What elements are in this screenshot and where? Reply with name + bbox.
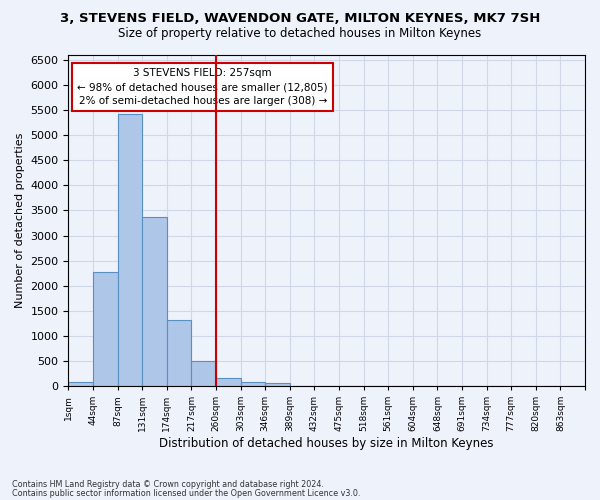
Bar	[118, 114, 142, 386]
Y-axis label: Number of detached properties: Number of detached properties	[15, 133, 25, 308]
Bar	[93, 272, 118, 386]
Text: Contains public sector information licensed under the Open Government Licence v3: Contains public sector information licen…	[12, 489, 361, 498]
Bar	[68, 382, 93, 386]
Text: Contains HM Land Registry data © Crown copyright and database right 2024.: Contains HM Land Registry data © Crown c…	[12, 480, 324, 489]
Text: 3, STEVENS FIELD, WAVENDON GATE, MILTON KEYNES, MK7 7SH: 3, STEVENS FIELD, WAVENDON GATE, MILTON …	[60, 12, 540, 26]
Bar	[191, 362, 216, 386]
X-axis label: Distribution of detached houses by size in Milton Keynes: Distribution of detached houses by size …	[160, 437, 494, 450]
Bar	[142, 216, 167, 386]
Text: 3 STEVENS FIELD: 257sqm
← 98% of detached houses are smaller (12,805)
2% of semi: 3 STEVENS FIELD: 257sqm ← 98% of detache…	[77, 68, 328, 106]
Bar	[216, 378, 241, 386]
Bar	[167, 320, 191, 386]
Bar	[241, 382, 265, 386]
Text: Size of property relative to detached houses in Milton Keynes: Size of property relative to detached ho…	[118, 28, 482, 40]
Bar	[265, 384, 290, 386]
